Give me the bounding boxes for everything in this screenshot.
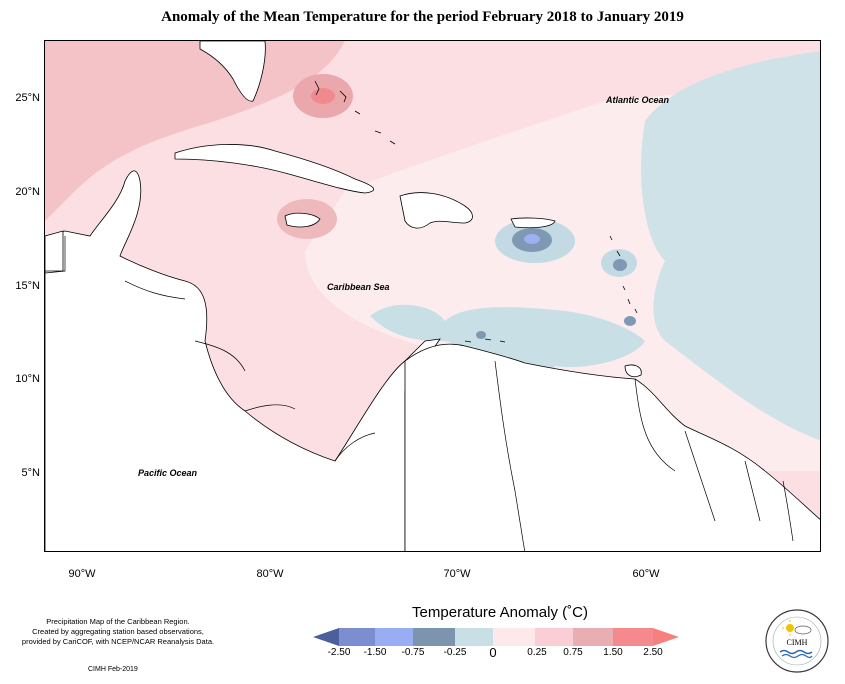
- legend-tick: 2.50: [643, 647, 663, 658]
- puerto-rico: [510, 217, 556, 229]
- mexico-west: [45, 230, 64, 272]
- legend-swatch: [653, 628, 679, 646]
- legend-title: Temperature Anomaly (˚C): [412, 604, 588, 621]
- south-america: [404, 343, 820, 551]
- hispaniola: [399, 192, 473, 229]
- lon-label-90: 90°W: [68, 568, 96, 580]
- legend-tick: 0.25: [527, 647, 547, 658]
- cimh-logo: CIMH: [765, 609, 829, 673]
- legend-swatch: [339, 628, 375, 646]
- credit-line: Created by aggregating station based obs…: [32, 627, 204, 636]
- anomaly-bonaire-core: [476, 331, 486, 339]
- legend-swatch: [455, 628, 493, 646]
- lon-label-70: 70°W: [443, 568, 471, 580]
- country-borders: [45, 236, 794, 551]
- wave-icon: [779, 649, 813, 659]
- legend-swatch: [613, 628, 653, 646]
- logo-text: CIMH: [787, 638, 808, 647]
- cloud-icon: [794, 625, 812, 635]
- land-masses: [45, 41, 820, 551]
- credit-line: provided by CariCOF, with NCEP/NCAR Rean…: [21, 637, 215, 646]
- lat-label-15: 15°N: [15, 280, 40, 292]
- legend-swatch: [413, 628, 455, 646]
- small-islands: [314, 80, 638, 343]
- legend-swatch: [375, 628, 413, 646]
- legend-tick: -1.50: [363, 647, 387, 658]
- legend-swatch: [313, 628, 339, 646]
- jamaica: [284, 212, 321, 228]
- legend-tick: -0.25: [443, 647, 467, 658]
- pacific-ocean-label: Pacific Ocean: [138, 468, 198, 478]
- caribbean-sea-label: Caribbean Sea: [327, 282, 390, 292]
- cuba: [174, 144, 375, 194]
- sun-icon: [782, 620, 798, 636]
- central-america: [45, 170, 441, 551]
- atlantic-ocean-label: Atlantic Ocean: [606, 95, 670, 105]
- legend-tick: -0.75: [401, 647, 425, 658]
- lon-label-80: 80°W: [256, 568, 284, 580]
- legend-colorbar: [313, 628, 679, 646]
- legend-swatch: [493, 628, 535, 646]
- anomaly-puerto-rico-core: [524, 234, 540, 244]
- credit-line: Precipitation Map of the Caribbean Regio…: [46, 617, 190, 626]
- florida: [199, 41, 266, 102]
- legend-tick: 0: [489, 645, 497, 660]
- anomaly-atlantic-cool: [641, 51, 820, 441]
- lat-label-25: 25°N: [15, 92, 40, 104]
- lat-label-20: 20°N: [15, 186, 40, 198]
- anomaly-antilles-south-core: [624, 316, 636, 326]
- legend-tick: 1.50: [603, 647, 623, 658]
- legend-swatch: [535, 628, 573, 646]
- anomaly-map: [45, 41, 820, 551]
- legend-tick: 0.75: [563, 647, 583, 658]
- map-title: Anomaly of the Mean Temperature for the …: [161, 9, 684, 25]
- legend-tick: -2.50: [327, 647, 351, 658]
- credit-signature: CIMH Feb-2019: [88, 666, 138, 673]
- lon-label-60: 60°W: [632, 568, 660, 580]
- anomaly-bahamas-core: [311, 88, 335, 104]
- map-panel: [44, 40, 821, 552]
- lat-label-10: 10°N: [15, 373, 40, 385]
- lat-label-5: 5°N: [21, 467, 40, 479]
- trinidad: [624, 364, 642, 378]
- anomaly-field-northwest: [45, 41, 345, 221]
- credit-block: Precipitation Map of the Caribbean Regio…: [8, 617, 228, 647]
- anomaly-south-caribbean-cool: [370, 304, 645, 381]
- legend-swatch: [573, 628, 613, 646]
- anomaly-antilles-north-core: [613, 259, 627, 271]
